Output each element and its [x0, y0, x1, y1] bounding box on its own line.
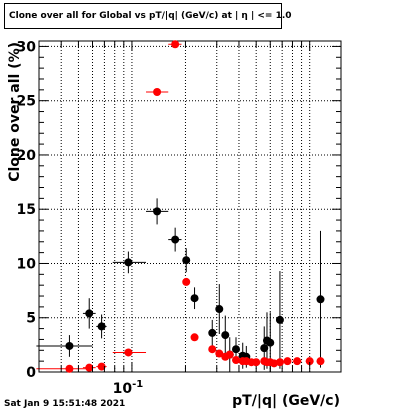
data-point: [221, 331, 230, 340]
data-point: [97, 322, 106, 331]
data-point: [190, 333, 199, 342]
data-point: [275, 358, 284, 367]
y-tick-label: 15: [17, 202, 36, 218]
data-point: [225, 350, 234, 359]
chart-title: Clone over all for Global vs pT/|q| (GeV…: [4, 3, 292, 29]
y-tick-label: 25: [17, 94, 36, 110]
y-tick-label: 20: [17, 148, 37, 164]
data-point: [171, 235, 180, 244]
series-1: [36, 40, 325, 373]
y-tick-label: 10: [17, 256, 37, 272]
data-point: [215, 349, 224, 358]
data-point: [124, 258, 133, 267]
data-point: [275, 315, 284, 324]
data-point: [171, 40, 180, 49]
data-point: [316, 295, 325, 304]
y-tick-label: 5: [26, 311, 36, 327]
data-point: [182, 277, 191, 286]
data-point: [232, 356, 241, 365]
y-axis-label: Clone over all (%): [7, 42, 23, 182]
data-point: [316, 357, 325, 366]
plot-frame: [38, 40, 342, 373]
data-point: [182, 256, 191, 265]
data-point: [97, 362, 106, 371]
data-point: [293, 357, 302, 366]
data-point: [215, 305, 224, 314]
data-point: [270, 359, 279, 368]
data-point: [85, 309, 94, 318]
data-point: [252, 358, 261, 367]
y-tick-label: 30: [17, 39, 37, 55]
x-axis-label: pT/|q| (GeV/c): [232, 393, 340, 409]
y-tick-label: 0: [26, 365, 36, 381]
data-point: [305, 357, 314, 366]
data-point: [153, 88, 162, 97]
data-point: [153, 207, 162, 216]
data-point: [124, 348, 133, 357]
data-point: [208, 345, 217, 354]
data-point: [65, 364, 74, 373]
x-tick-label: 10-1: [113, 379, 144, 397]
data-point: [232, 345, 241, 354]
data-point: [190, 294, 199, 303]
data-point: [65, 341, 74, 350]
data-point: [85, 363, 94, 372]
series-0: [36, 198, 325, 372]
data-point: [266, 338, 275, 347]
timestamp-footer: Sat Jan 9 15:51:48 2021: [4, 399, 126, 409]
data-point: [283, 357, 292, 366]
data-point: [208, 328, 217, 337]
data-point: [260, 344, 269, 353]
